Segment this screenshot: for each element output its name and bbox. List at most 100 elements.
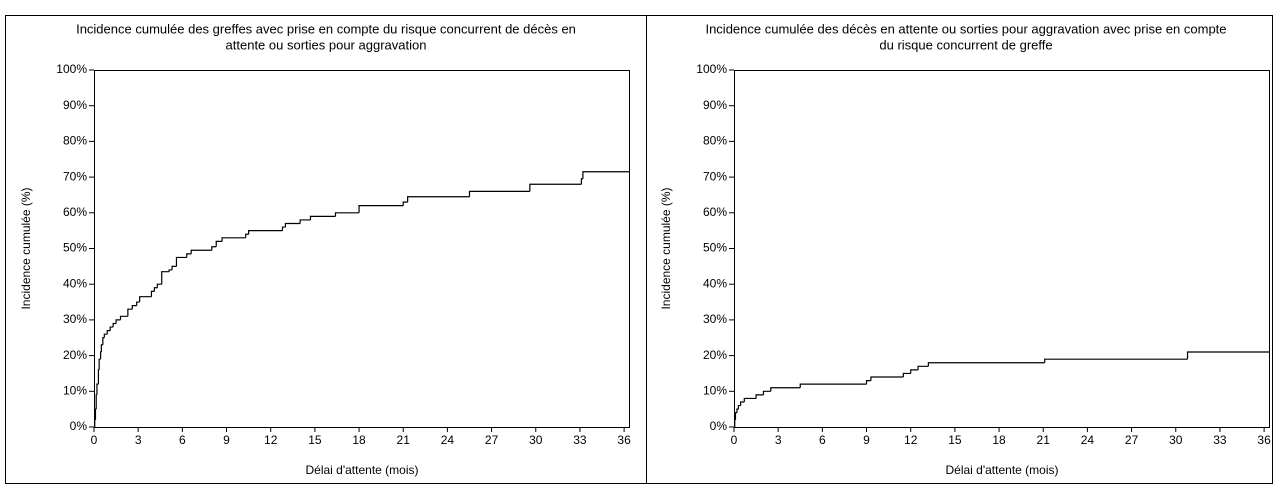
y-tick-label: 100%: [696, 62, 727, 76]
y-axis-label: Incidence cumulée (%): [19, 187, 33, 309]
step-segment: [737, 404, 741, 410]
step-segment: [799, 383, 867, 388]
step-segment: [870, 376, 904, 381]
x-tick-label: 0: [91, 433, 98, 447]
y-tick-label: 40%: [63, 276, 87, 290]
step-segment: [755, 394, 764, 399]
x-tick-label: 15: [308, 433, 322, 447]
step-segment: [299, 219, 311, 224]
step-segment: [139, 296, 152, 303]
step-segment: [468, 190, 530, 197]
step-segment: [580, 178, 583, 185]
y-tick-label: 0%: [70, 419, 88, 433]
step-segment: [95, 394, 97, 410]
step-segment: [136, 301, 140, 306]
step-segment: [100, 344, 103, 353]
step-segment: [221, 237, 246, 242]
x-tick-label: 21: [1037, 433, 1051, 447]
step-segment: [112, 322, 117, 328]
chart-title: Incidence cumulée des greffes avec prise…: [76, 21, 576, 36]
x-tick-label: 6: [819, 433, 826, 447]
step-segment: [190, 249, 212, 254]
step-segment: [98, 358, 101, 370]
y-tick-label: 30%: [703, 312, 727, 326]
step-segment: [407, 196, 470, 203]
step-segment: [215, 240, 223, 247]
x-tick-label: 12: [264, 433, 278, 447]
step-segment: [94, 419, 96, 427]
chart-title: Incidence cumulée des décès en attente o…: [705, 21, 1226, 36]
x-tick-label: 18: [992, 433, 1006, 447]
y-tick-label: 20%: [63, 348, 87, 362]
x-tick-label: 30: [1169, 433, 1183, 447]
step-segment: [115, 319, 121, 324]
y-tick-label: 90%: [703, 98, 727, 112]
step-segment: [211, 246, 217, 251]
step-segment: [100, 351, 102, 360]
step-segment: [284, 222, 301, 228]
y-tick-label: 50%: [703, 241, 727, 255]
step-segment: [171, 265, 177, 270]
step-segment: [762, 390, 771, 395]
step-segment: [248, 230, 283, 235]
y-axis-label: Incidence cumulée (%): [659, 187, 673, 309]
x-tick-label: 33: [1213, 433, 1227, 447]
step-segment: [910, 369, 919, 374]
x-tick-label: 3: [775, 433, 782, 447]
chart-title: attente ou sorties pour aggravation: [226, 37, 427, 52]
y-tick-label: 70%: [63, 169, 87, 183]
y-tick-label: 90%: [63, 98, 87, 112]
step-segment: [97, 369, 100, 385]
step-segment: [402, 201, 408, 206]
step-segment: [186, 253, 192, 258]
step-segment: [109, 326, 114, 331]
x-tick-label: 9: [863, 433, 870, 447]
step-segment: [175, 256, 187, 267]
step-segment: [529, 183, 582, 192]
plot-area: [94, 70, 630, 428]
y-tick-label: 10%: [63, 383, 87, 397]
x-tick-label: 33: [573, 433, 587, 447]
step-segment: [740, 401, 745, 406]
y-tick-label: 20%: [703, 348, 727, 362]
step-segment: [119, 315, 128, 320]
step-segment: [96, 383, 99, 395]
step-segment: [103, 333, 108, 338]
step-segment: [309, 215, 336, 220]
step-segment: [1044, 358, 1188, 363]
y-tick-label: 40%: [703, 276, 727, 290]
x-tick-label: 18: [352, 433, 366, 447]
step-segment: [582, 171, 630, 179]
step-segment: [734, 419, 736, 427]
step-segment: [334, 212, 360, 217]
step-segment: [131, 305, 137, 310]
step-segment: [1186, 351, 1270, 360]
x-axis-label: Délai d'attente (mois): [305, 463, 418, 477]
step-segment: [734, 412, 737, 420]
x-tick-label: 36: [1257, 433, 1271, 447]
step-segment: [736, 408, 739, 413]
step-segment: [94, 408, 97, 420]
step-segment: [927, 362, 1045, 367]
x-tick-label: 36: [617, 433, 631, 447]
x-tick-label: 30: [529, 433, 543, 447]
step-segment: [168, 269, 173, 272]
step-segment: [917, 365, 929, 370]
step-segment: [161, 271, 170, 285]
step-segment: [156, 283, 162, 288]
step-segment: [770, 387, 801, 392]
y-tick-label: 80%: [703, 134, 727, 148]
step-segment: [358, 205, 404, 213]
step-segment: [127, 308, 133, 317]
y-tick-label: 30%: [63, 312, 87, 326]
x-tick-label: 24: [441, 433, 455, 447]
chart-title: du risque concurrent de greffe: [879, 37, 1052, 52]
y-tick-label: 80%: [63, 134, 87, 148]
x-tick-label: 21: [397, 433, 411, 447]
y-tick-label: 60%: [703, 205, 727, 219]
step-segment: [902, 372, 911, 378]
y-tick-label: 0%: [710, 419, 728, 433]
x-tick-label: 9: [223, 433, 230, 447]
step-segment: [150, 290, 155, 297]
